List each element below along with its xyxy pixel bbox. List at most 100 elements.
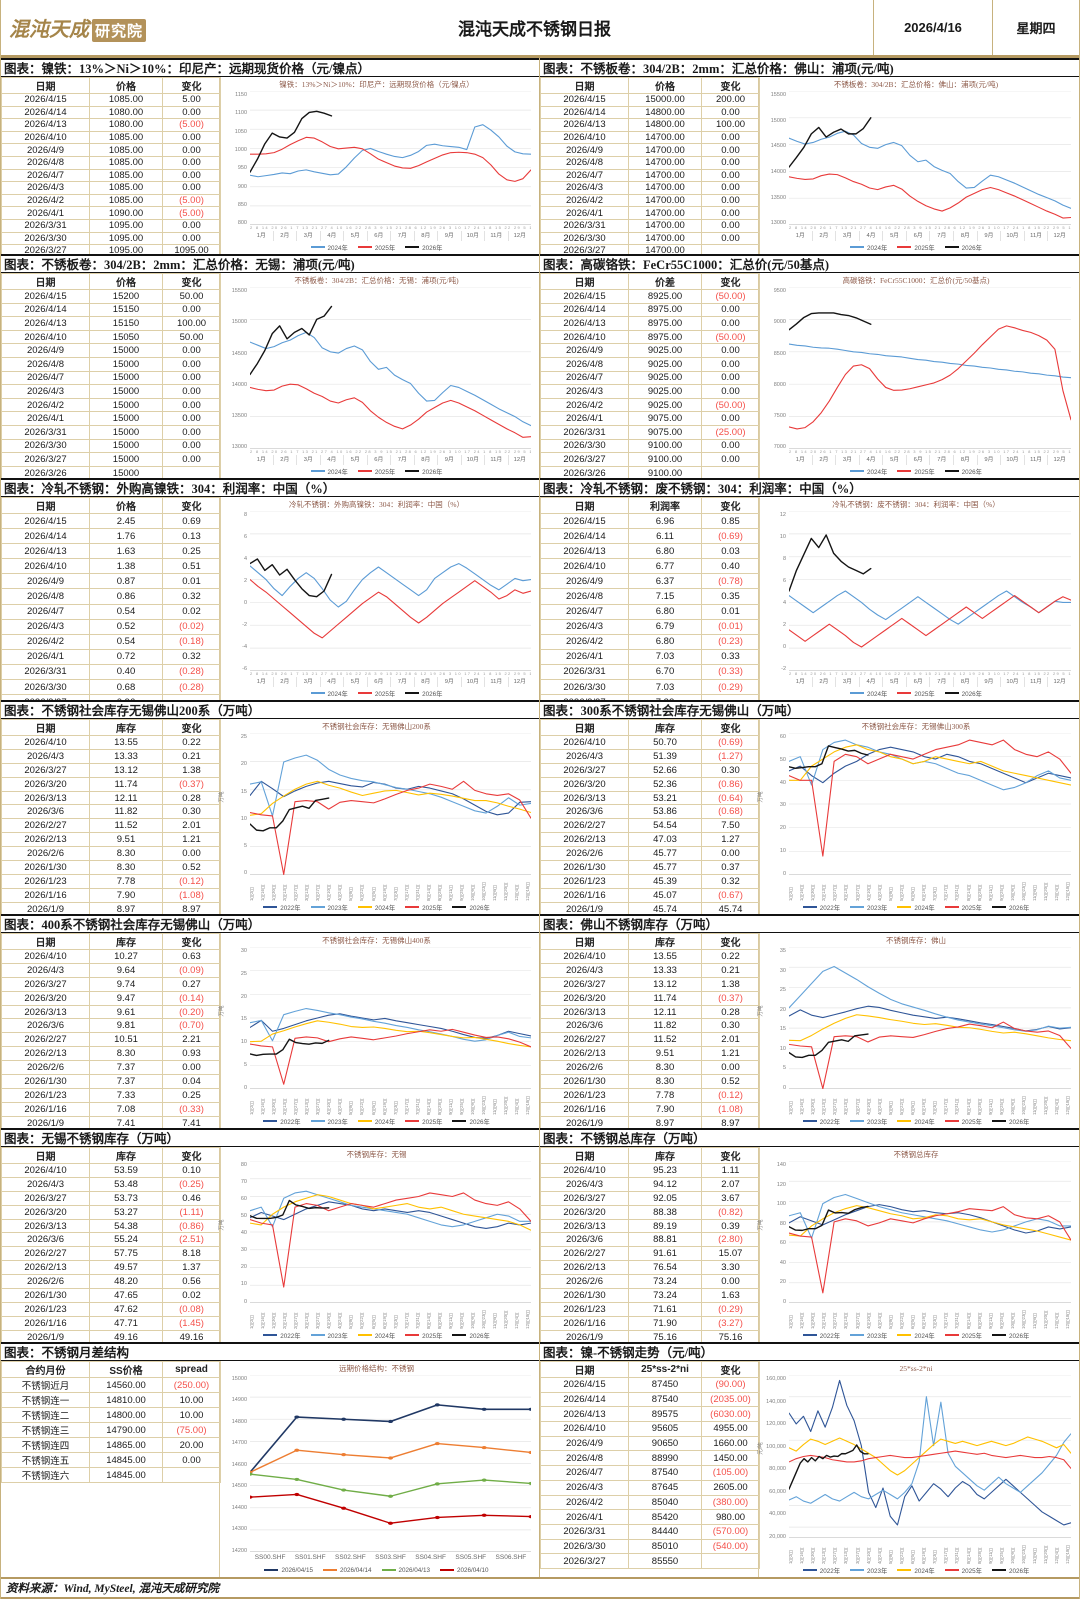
column-header: 变化 [162, 77, 221, 94]
column-header: 价格 [628, 77, 702, 94]
y-axis-label: 万吨 [758, 1005, 764, 1017]
x-tick: 7月 [390, 455, 414, 465]
x-tick: 1月16日 [799, 884, 805, 901]
table-cell: (50.00) [701, 397, 760, 413]
legend-item: 2024年 [310, 689, 348, 698]
y-tick: 80,000 [769, 1466, 786, 1472]
legend-label: 2026年 [469, 1118, 490, 1126]
table-cell: 2026/3/13 [540, 790, 629, 806]
x-tick: 1月2日 [789, 1100, 793, 1115]
table-cell: 2026/1/16 [1, 887, 90, 903]
report-title: 混沌天成不锈钢日报 [458, 20, 611, 39]
panels-grid: 图表：镍铁：13%＞Ni＞10%：印尼产：远期现货价格（元/镍点） 日期 价格 变化 2… [1, 58, 1079, 1577]
table-cell: (1.11) [162, 1204, 221, 1220]
chart-legend: 2022年 2023年 2024年 2025年 2026年 [761, 1564, 1071, 1576]
table-cell: 1080.00 [89, 118, 163, 132]
x-tick: 6月 [905, 677, 930, 687]
table-row: 2026/4/1 14700.00 0.00 [540, 206, 760, 220]
table-cell: 1090.00 [89, 206, 163, 220]
table-cell: 2026/1/23 [1, 1301, 90, 1317]
table-cell: 1085.00 [89, 193, 163, 208]
chart-plot-area: 9500 9000 8500 8000 7500 7000 [761, 287, 1071, 451]
legend-item: 2025年 [405, 903, 442, 912]
table-cell: 53.48 [89, 1176, 163, 1192]
legend-label: 2026年 [422, 468, 443, 476]
x-tick: 3月13日 [843, 884, 849, 901]
table-row: 2026/2/27 10.51 2.21 [1, 1032, 221, 1048]
table-cell [162, 465, 221, 478]
y-tick: 14500 [231, 1483, 247, 1490]
table-row: 2026/2/27 11.52 2.01 [1, 818, 221, 834]
table-cell: 2026/1/23 [540, 1301, 629, 1317]
x-axis-months: 1月 2月 3月 4月 5月 6月 7月 8月 9月 10月 11月 12月 [789, 455, 1071, 465]
column-header: 库存 [89, 933, 163, 950]
table-cell: 20.00 [162, 1437, 221, 1453]
chart: 冷轧不锈钢：外购高镍铁：304：利润率：中国（%） 8 6 4 2 0 -2 -4 -6 2 8 … [220, 497, 539, 700]
table-cell: 不锈钢连三 [1, 1422, 90, 1438]
table-cell: 2026/3/6 [540, 1018, 629, 1034]
legend-item: 2023年 [310, 903, 348, 912]
table-cell: 15000 [89, 397, 163, 413]
table-cell: 2026/3/13 [1, 1004, 90, 1020]
x-tick: 7月31日 [954, 884, 960, 901]
table-cell: 0.00 [701, 181, 760, 195]
legend-item: 2025年 [405, 1331, 442, 1340]
legend-swatch [263, 906, 278, 908]
panel-chrome-iron-price: 图表：高碳铬铁：FeCr55C1000：汇总价(元/50基点) 日期 价差 变化 202… [540, 254, 1079, 478]
table-cell: 2026/1/9 [1, 1115, 90, 1128]
x-tick: 10月23日 [1020, 1309, 1026, 1329]
table-cell: 53.21 [628, 790, 702, 806]
table-cell: 73.24 [628, 1288, 702, 1303]
y-tick: 7000 [773, 444, 786, 451]
table-cell: 2026/1/23 [540, 873, 629, 889]
chart-legend: 2024年 2025年 2026年 [222, 687, 531, 699]
y-tick: 13000 [231, 444, 247, 451]
x-tick: 7月17日 [943, 884, 949, 901]
x-tick: 2月 [811, 677, 836, 687]
legend-item: 2022年 [263, 1117, 301, 1126]
table-cell: 53.73 [89, 1190, 163, 1206]
table-cell: 50.00 [162, 329, 221, 345]
table-cell: 45.77 [628, 860, 702, 875]
y-axis-ticks: 140 120 100 80 60 40 20 0 [761, 1161, 789, 1304]
table-cell: 2026/3/6 [540, 804, 629, 820]
table-cell: 0.40 [701, 558, 760, 575]
y-tick: 0 [243, 600, 247, 607]
legend-label: 2023年 [327, 1332, 348, 1340]
legend-swatch [405, 1120, 420, 1122]
legend-label: 2022年 [819, 1332, 841, 1340]
table-cell: 2026/4/13 [540, 118, 629, 132]
x-tick: 6月 [905, 231, 930, 241]
table-cell: 2026/4/14 [1, 105, 90, 120]
chart-title: 不锈板卷：304/2B：汇总价格：无锡：浦项(元/吨) [294, 276, 459, 285]
table-cell: 2026/4/15 [540, 93, 629, 107]
table-row: 2026/4/15 87450 (90.00) [540, 1377, 760, 1393]
table-row: 2026/4/8 14700.00 0.00 [540, 155, 760, 170]
x-tick: 5月 [343, 455, 367, 465]
x-tick: 10月23日 [480, 1309, 486, 1329]
table-cell: 2026/4/10 [1, 130, 90, 145]
x-tick: 1月2日 [250, 1314, 254, 1329]
table-cell: 1095.00 [89, 244, 163, 254]
x-tick: 9月11日 [447, 884, 453, 901]
table-cell: 1.37 [162, 1260, 221, 1276]
y-tick: -4 [242, 644, 247, 651]
legend-swatch [263, 1334, 278, 1336]
x-tick: 6月5日 [370, 1100, 376, 1115]
table-cell: 6.79 [628, 618, 702, 635]
legend-item: 2025年 [357, 689, 395, 698]
table-cell: 47.03 [628, 832, 702, 848]
x-tick: SS00.SHF [254, 1554, 286, 1561]
chart: 25*ss-2*ni 元/吨 160,000 140,000 120,000 100,00… [758, 1361, 1079, 1577]
y-tick: 0 [243, 1084, 247, 1091]
table-cell: 2026/4/3 [1, 181, 90, 195]
legend-item: 2026年 [452, 1331, 490, 1340]
table-cell: 200.00 [701, 93, 760, 107]
y-tick: 6 [243, 534, 247, 541]
table-cell: 7.41 [89, 1115, 163, 1128]
y-axis-ticks: 8 6 4 2 0 -2 -4 -6 [222, 511, 250, 671]
x-tick: 5月 [343, 231, 367, 241]
table-cell: 13.55 [89, 735, 163, 750]
legend-item: 2024年 [850, 467, 887, 476]
x-tick: 10月23日 [480, 881, 486, 901]
